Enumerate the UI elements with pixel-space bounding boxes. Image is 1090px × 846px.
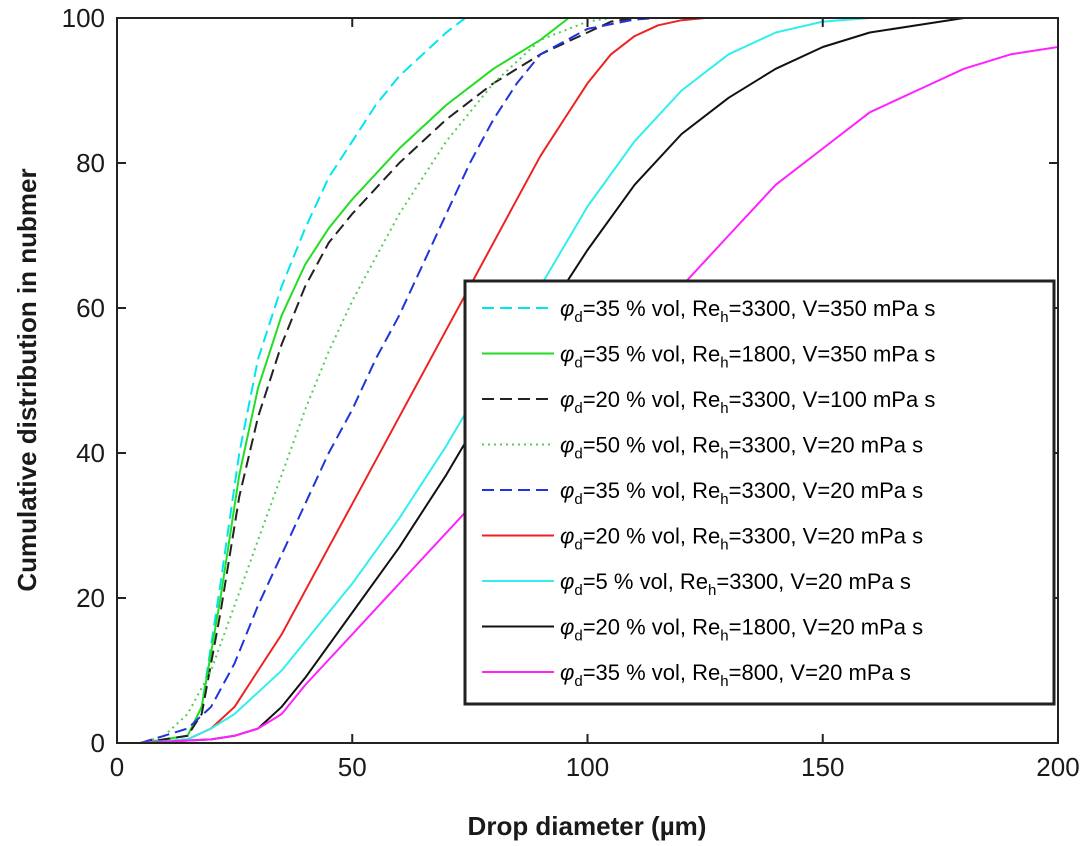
y-tick-label: 60	[76, 293, 105, 323]
y-tick-label: 40	[76, 438, 105, 468]
legend-label-9: φd=35 % vol, Reh=800, V=20 mPa s	[560, 660, 911, 690]
legend-label-3: φd=20 % vol, Reh=3300, V=100 mPa s	[560, 387, 935, 417]
x-tick-label: 200	[1036, 752, 1079, 782]
y-tick-label: 80	[76, 148, 105, 178]
legend-label-4: φd=50 % vol, Reh=3300, V=20 mPa s	[560, 433, 923, 463]
y-tick-label: 20	[76, 583, 105, 613]
series-line-3	[140, 17, 1058, 744]
x-axis-label: Drop diameter (µm)	[468, 811, 707, 841]
legend-label-8: φd=20 % vol, Reh=1800, V=20 mPa s	[560, 615, 923, 645]
legend-label-7: φd=5 % vol, Reh=3300, V=20 mPa s	[560, 569, 911, 599]
y-axis-label: Cumulative distribution in nubmer	[12, 168, 42, 591]
legend: φd=35 % vol, Reh=3300, V=350 mPa s φd=35 …	[463, 279, 1056, 706]
legend-label-1: φd=35 % vol, Reh=3300, V=350 mPa s	[560, 296, 935, 326]
legend-label-6: φd=20 % vol, Reh=3300, V=20 mPa s	[560, 524, 923, 554]
x-tick-label: 100	[566, 752, 609, 782]
legend-label-2: φd=35 % vol, Reh=1800, V=350 mPa s	[560, 342, 935, 372]
axes: 0 50 100 150 200 0 20 40 60 80 100	[62, 3, 1080, 782]
x-tick-label: 150	[801, 752, 844, 782]
x-tick-label: 50	[338, 752, 367, 782]
series-line-2	[140, 17, 1058, 744]
series-line-5	[140, 17, 1058, 744]
x-tick-label: 0	[110, 752, 124, 782]
series-line-6	[140, 17, 1058, 744]
legend-box	[463, 279, 1056, 706]
series-line-1	[140, 17, 1058, 744]
y-tick-label: 0	[91, 728, 105, 758]
legend-label-5: φd=35 % vol, Reh=3300, V=20 mPa s	[560, 478, 923, 508]
y-tick-label: 100	[62, 3, 105, 33]
